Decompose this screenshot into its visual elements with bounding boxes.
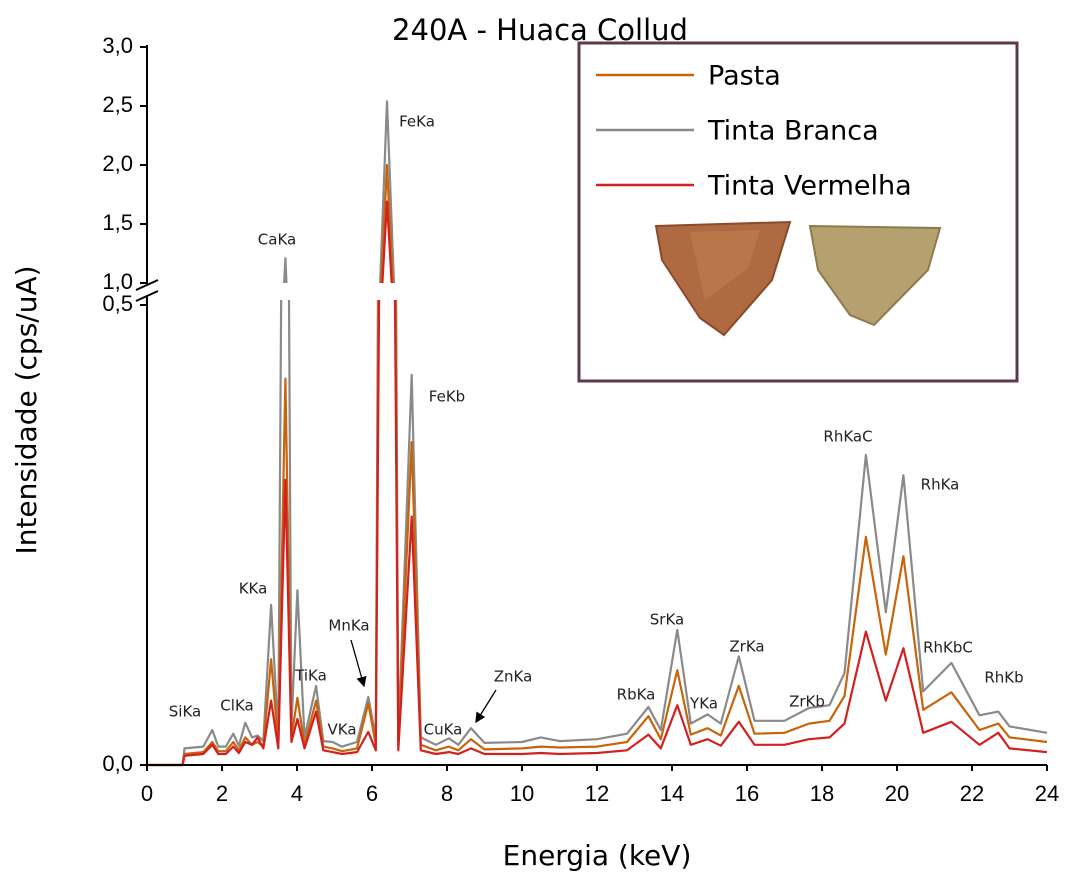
- y-tick-label: 0,5: [102, 291, 133, 316]
- peak-label: KKa: [239, 580, 268, 598]
- x-tick-label: 0: [141, 781, 153, 806]
- peak-label: RhKaC: [823, 428, 872, 446]
- plot-area: [147, 100, 1048, 767]
- annotation-arrow: [350, 639, 367, 688]
- x-tick-label: 6: [366, 781, 378, 806]
- chart-title: 240A - Huaca Collud: [392, 13, 688, 47]
- x-tick-label: 18: [810, 781, 834, 806]
- legend-entries: Pasta Tinta Branca Tinta Vermelha: [596, 61, 912, 202]
- peak-label: MnKa: [328, 617, 369, 635]
- peak-label: RhKa: [921, 476, 960, 494]
- peak-label: SrKa: [650, 611, 684, 629]
- x-tick-label: 20: [885, 781, 909, 806]
- y-tick-label: 1,0: [102, 269, 133, 294]
- peak-label: RhKbC: [923, 639, 973, 657]
- legend-label: Pasta: [708, 61, 781, 92]
- y-tick-label: 3,0: [102, 33, 133, 58]
- peak-label: FeKa: [399, 113, 435, 131]
- legend-box: [577, 41, 1019, 383]
- legend-label: Tinta Branca: [707, 116, 879, 147]
- y-tick-label: 0,0: [102, 751, 133, 776]
- peak-label: ZrKb: [789, 693, 825, 711]
- legend-label: Tinta Vermelha: [707, 171, 912, 202]
- x-tick-label: 8: [441, 781, 453, 806]
- axis-break: [135, 279, 159, 291]
- y-tick-label: 2,5: [102, 92, 133, 117]
- peak-label: CuKa: [424, 721, 463, 739]
- legend: Pasta Tinta Branca Tinta Vermelha: [577, 41, 1019, 383]
- peak-label: RhKb: [984, 669, 1023, 687]
- x-tick-label: 12: [585, 781, 609, 806]
- peak-label: RbKa: [617, 686, 656, 704]
- axis-break: [135, 290, 159, 302]
- x-tick-label: 16: [735, 781, 759, 806]
- peak-label: TiKa: [294, 667, 327, 685]
- x-tick-label: 22: [960, 781, 984, 806]
- y-axis-label: Intensidade (cps/uA): [10, 265, 43, 554]
- x-tick-label: 24: [1035, 781, 1059, 806]
- y-tick-label: 1,5: [102, 210, 133, 235]
- series-line: [147, 300, 1048, 767]
- peak-label: SiKa: [169, 703, 201, 721]
- annotation-arrow: [475, 689, 497, 724]
- peak-label: ZnKa: [494, 668, 533, 686]
- series-line: [147, 300, 1048, 767]
- x-tick-label: 2: [216, 781, 228, 806]
- y-tick-label: 2,0: [102, 151, 133, 176]
- peak-label: FeKb: [429, 388, 465, 406]
- peak-label: VKa: [327, 721, 356, 739]
- x-tick-label: 4: [291, 781, 303, 806]
- x-tick-label: 10: [510, 781, 534, 806]
- peak-label: ClKa: [220, 697, 253, 715]
- x-tick-label: 14: [660, 781, 684, 806]
- peak-label: CaKa: [258, 231, 296, 249]
- sample-photo-shade: [690, 230, 760, 300]
- peak-label: YKa: [689, 695, 718, 713]
- peak-label: ZrKa: [729, 638, 764, 656]
- x-axis-label: Energia (keV): [503, 839, 692, 872]
- sample-photo: [808, 224, 942, 327]
